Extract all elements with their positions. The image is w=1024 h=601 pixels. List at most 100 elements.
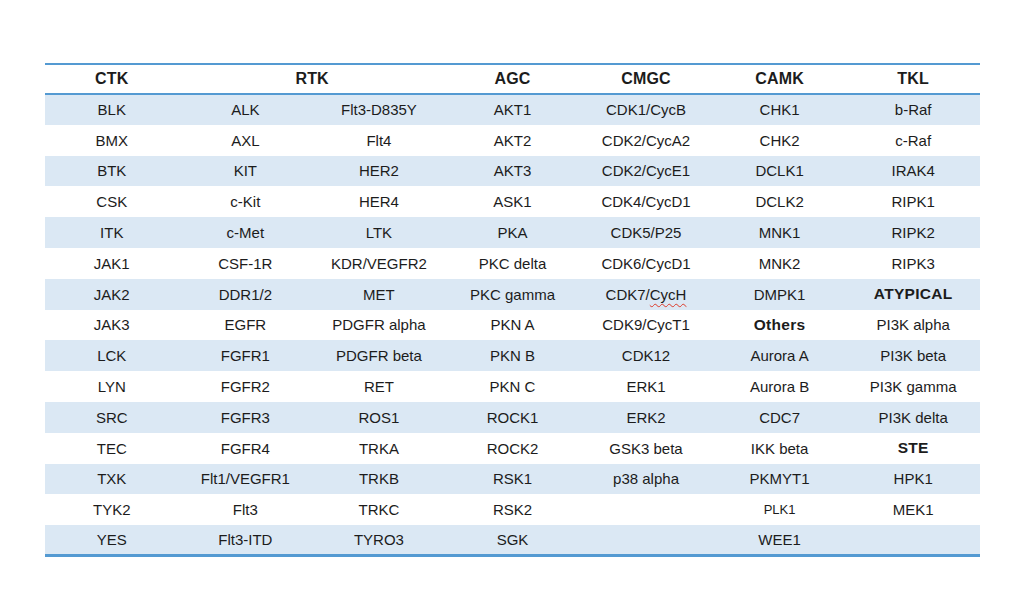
table-cell: WEE1 (713, 525, 847, 556)
document-page: CTKRTKAGCCMGCCAMKTKL BLKALKFlt3-D835YAKT… (0, 0, 1024, 601)
table-cell: BTK (45, 156, 179, 187)
table-cell: CDK6/CycD1 (579, 248, 713, 279)
table-cell: CDK1/CycB (579, 94, 713, 125)
kinase-table-body: BLKALKFlt3-D835YAKT1CDK1/CycBCHK1b-RafBM… (45, 94, 980, 556)
table-cell: RIPK2 (846, 217, 980, 248)
table-row: SRCFGFR3ROS1ROCK1ERK2CDC7PI3K delta (45, 402, 980, 433)
table-cell: AKT2 (446, 125, 580, 156)
table-cell: CDK2/CycA2 (579, 125, 713, 156)
table-cell: DDR1/2 (179, 279, 313, 310)
table-cell: CSF-1R (179, 248, 313, 279)
column-header-tkl: TKL (846, 64, 980, 94)
table-cell: JAK2 (45, 279, 179, 310)
table-cell: BMX (45, 125, 179, 156)
table-cell: ASK1 (446, 186, 580, 217)
table-cell: STE (846, 433, 980, 464)
table-row: BTKKITHER2AKT3CDK2/CycE1DCLK1IRAK4 (45, 156, 980, 187)
table-cell: PI3K beta (846, 340, 980, 371)
table-cell: ROCK1 (446, 402, 580, 433)
table-cell: CDK7/CycH (579, 279, 713, 310)
table-cell: JAK3 (45, 310, 179, 341)
table-row: ITKc-MetLTKPKACDK5/P25MNK1RIPK2 (45, 217, 980, 248)
table-row: JAK3EGFRPDGFR alphaPKN ACDK9/CycT1Others… (45, 310, 980, 341)
table-row: BMXAXLFlt4AKT2CDK2/CycA2CHK2c-Raf (45, 125, 980, 156)
table-cell: FGFR2 (179, 371, 313, 402)
table-cell: RET (312, 371, 446, 402)
table-cell: FGFR3 (179, 402, 313, 433)
table-row: JAK2DDR1/2METPKC gammaCDK7/CycHDMPK1ATYP… (45, 279, 980, 310)
table-cell: TRKB (312, 464, 446, 495)
table-cell: PI3K alpha (846, 310, 980, 341)
table-cell: RIPK1 (846, 186, 980, 217)
table-cell: PKA (446, 217, 580, 248)
kinase-table-header: CTKRTKAGCCMGCCAMKTKL (45, 64, 980, 94)
table-cell: FGFR1 (179, 340, 313, 371)
table-cell: TYK2 (45, 494, 179, 525)
table-cell: CDC7 (713, 402, 847, 433)
kinase-family-table: CTKRTKAGCCMGCCAMKTKL BLKALKFlt3-D835YAKT… (45, 63, 980, 557)
table-cell: HER4 (312, 186, 446, 217)
table-cell: KDR/VEGFR2 (312, 248, 446, 279)
table-cell: Flt1/VEGFR1 (179, 464, 313, 495)
table-cell: CSK (45, 186, 179, 217)
table-cell: HER2 (312, 156, 446, 187)
table-cell: CDK4/CycD1 (579, 186, 713, 217)
table-cell: PKN A (446, 310, 580, 341)
column-header-cmgc: CMGC (579, 64, 713, 94)
table-row: TECFGFR4TRKAROCK2GSK3 betaIKK betaSTE (45, 433, 980, 464)
table-cell: LCK (45, 340, 179, 371)
table-cell: RIPK3 (846, 248, 980, 279)
table-cell (846, 525, 980, 556)
table-cell: CDK2/CycE1 (579, 156, 713, 187)
table-row: JAK1CSF-1RKDR/VEGFR2PKC deltaCDK6/CycD1M… (45, 248, 980, 279)
table-row: CSKc-KitHER4ASK1CDK4/CycD1DCLK2RIPK1 (45, 186, 980, 217)
table-cell: GSK3 beta (579, 433, 713, 464)
table-cell: ALK (179, 94, 313, 125)
table-cell: CDK5/P25 (579, 217, 713, 248)
table-cell: PKC delta (446, 248, 580, 279)
table-cell: Flt3-ITD (179, 525, 313, 556)
table-cell: Aurora A (713, 340, 847, 371)
table-cell: ERK1 (579, 371, 713, 402)
table-cell: AKT1 (446, 94, 580, 125)
table-cell: PI3K gamma (846, 371, 980, 402)
table-cell: EGFR (179, 310, 313, 341)
table-cell: RSK2 (446, 494, 580, 525)
table-cell: Aurora B (713, 371, 847, 402)
table-cell (579, 494, 713, 525)
table-cell: Others (713, 310, 847, 341)
table-cell: CHK1 (713, 94, 847, 125)
table-cell: YES (45, 525, 179, 556)
table-cell: RSK1 (446, 464, 580, 495)
table-cell: c-Raf (846, 125, 980, 156)
column-header-rtk: RTK (179, 64, 446, 94)
table-cell: b-Raf (846, 94, 980, 125)
table-cell: ROS1 (312, 402, 446, 433)
table-cell: ATYPICAL (846, 279, 980, 310)
table-cell: p38 alpha (579, 464, 713, 495)
table-cell: LTK (312, 217, 446, 248)
table-cell: MET (312, 279, 446, 310)
table-cell: AXL (179, 125, 313, 156)
table-cell: TRKC (312, 494, 446, 525)
table-cell: PDGFR beta (312, 340, 446, 371)
table-cell: DCLK1 (713, 156, 847, 187)
table-cell: DMPK1 (713, 279, 847, 310)
table-cell: Flt3 (179, 494, 313, 525)
table-row: YESFlt3-ITDTYRO3SGKWEE1 (45, 525, 980, 556)
table-cell: KIT (179, 156, 313, 187)
table-cell: BLK (45, 94, 179, 125)
column-header-ctk: CTK (45, 64, 179, 94)
table-cell: ROCK2 (446, 433, 580, 464)
table-cell: CDK9/CycT1 (579, 310, 713, 341)
table-cell: TXK (45, 464, 179, 495)
column-header-camk: CAMK (713, 64, 847, 94)
table-cell: FGFR4 (179, 433, 313, 464)
table-cell: LYN (45, 371, 179, 402)
table-cell: AKT3 (446, 156, 580, 187)
table-row: BLKALKFlt3-D835YAKT1CDK1/CycBCHK1b-Raf (45, 94, 980, 125)
table-cell: c-Kit (179, 186, 313, 217)
table-cell: PKN B (446, 340, 580, 371)
table-cell: c-Met (179, 217, 313, 248)
table-cell: MNK2 (713, 248, 847, 279)
